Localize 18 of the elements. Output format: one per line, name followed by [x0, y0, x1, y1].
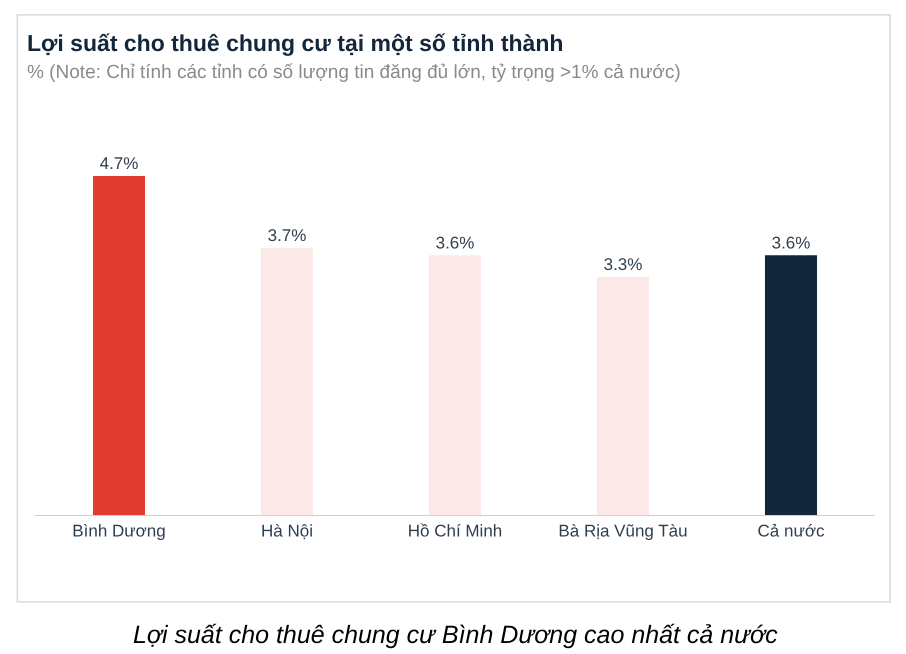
x-tick-label: Bà Rịa Vũng Tàu — [558, 521, 688, 540]
bar — [92, 176, 146, 515]
data-label: 3.6% — [772, 233, 810, 252]
chart-title: Lợi suất cho thuê chung cư tại một số tỉnh thành — [27, 30, 564, 56]
data-label: 4.7% — [100, 154, 138, 173]
bar — [428, 255, 482, 515]
data-label: 3.7% — [268, 226, 306, 246]
chart-subtitle: % (Note: Chỉ tính các tỉnh có số lượng tin đăng đủ lớn, tỷ trọng >1% cả nước) — [27, 62, 681, 83]
x-tick-label: Hồ Chí Minh — [408, 521, 502, 540]
data-label: 3.6% — [436, 233, 474, 252]
text: Lợi suất cho thuê chung cư Bình Dương cao nhất cả nước — [133, 621, 778, 649]
bar — [260, 248, 314, 515]
x-tick-label: Hà Nội — [261, 521, 313, 540]
bar — [764, 255, 818, 515]
x-tick-label: Bình Dương — [72, 521, 166, 540]
data-label: 3.3% — [604, 254, 642, 274]
bar — [596, 276, 650, 515]
x-tick-label: Cả nước — [758, 521, 825, 540]
